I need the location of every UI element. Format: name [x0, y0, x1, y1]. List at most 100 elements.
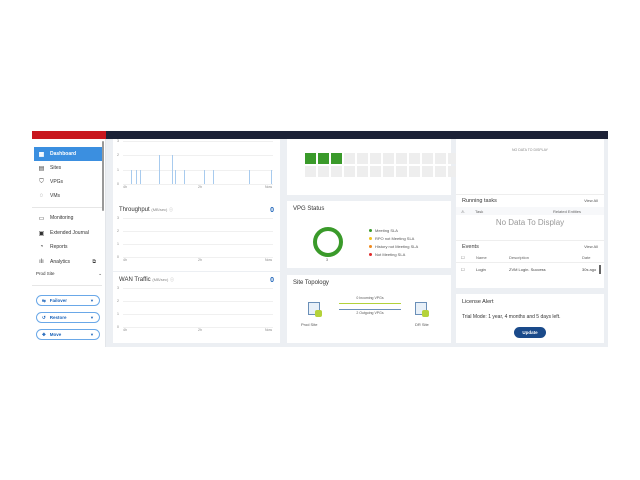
heatmap-cell[interactable] — [396, 166, 407, 177]
heatmap-cell[interactable] — [357, 166, 368, 177]
heatmap-cell[interactable] — [331, 153, 342, 164]
y-tick-label: 2 — [117, 153, 119, 158]
update-button[interactable]: Update — [514, 327, 546, 338]
outgoing-arrow — [339, 309, 401, 310]
sites-icon: ▤ — [38, 165, 45, 172]
gridline — [123, 184, 273, 185]
heatmap-cell[interactable] — [344, 166, 355, 177]
col-description[interactable]: Description — [509, 255, 530, 260]
dashboard-content: 3 2 1 0 4h 2h Now Throughput (MB/sec) ⓘ 0 3 2 1 0… — [106, 139, 608, 347]
chart-bar — [140, 169, 142, 184]
select-all-checkbox[interactable]: ☐ — [461, 255, 465, 260]
y-tick-label: 3 — [117, 139, 119, 143]
heatmap-cell[interactable] — [305, 153, 316, 164]
x-tick-label: Now — [265, 328, 273, 332]
caret-down-icon: ▼ — [90, 298, 94, 303]
prod-site-icon[interactable] — [308, 302, 322, 317]
gridline — [123, 244, 273, 245]
gridline — [123, 314, 273, 315]
legend-meeting-sla: Meeting SLA — [369, 228, 398, 233]
heatmap-cell[interactable] — [331, 166, 342, 177]
move-icon: ✥ — [42, 331, 46, 337]
sidebar-item-dashboard[interactable]: ▦ Dashboard — [34, 147, 102, 161]
vpgs-icon: ⛉ — [39, 178, 44, 185]
sidebar-item-vms[interactable]: ◌ VMs — [39, 193, 60, 199]
wan-title: WAN Traffic — [119, 277, 151, 283]
sidebar: ▦ Dashboard ▤ Sites ⛉ VPGs ◌ VMs ▭ Monitoring… — [32, 139, 106, 347]
throughput-panel: Throughput (MB/sec) ⓘ 0 3 2 1 0 4h 2h Now — [113, 202, 280, 271]
heatmap-cell[interactable] — [318, 153, 329, 164]
throughput-chart: 3 2 1 0 4h 2h Now — [117, 216, 273, 263]
dr-site-label: DR Site — [415, 322, 429, 327]
chart-bar — [172, 155, 174, 184]
site-topology-panel: Site Topology Prod Site 0 Incoming VPGs … — [287, 275, 451, 343]
sidebar-item-extended-journal[interactable]: ▣ Extended Journal — [38, 230, 89, 237]
gridline — [123, 301, 273, 302]
restore-button[interactable]: ↺ Restore ▼ — [36, 312, 100, 323]
wan-unit: (MB/sec) — [152, 277, 169, 282]
sidebar-item-reports[interactable]: ◔ Reports — [39, 244, 68, 250]
col-name[interactable]: Name — [476, 255, 487, 260]
heatmap-cell[interactable] — [370, 153, 381, 164]
monitor-icon: ▭ — [38, 215, 45, 222]
event-date: 30s ago — [582, 267, 597, 272]
move-button[interactable]: ✥ Move ▼ — [36, 329, 100, 340]
heatmap-cell[interactable] — [318, 166, 329, 177]
events-scrollbar[interactable] — [599, 265, 601, 274]
heatmap-cell[interactable] — [422, 166, 433, 177]
vpg-heatmap-panel — [287, 139, 472, 195]
sidebar-scrollbar[interactable] — [102, 141, 104, 211]
chart-bar — [248, 169, 250, 184]
vpg-heatmap — [305, 153, 472, 179]
heatmap-cell[interactable] — [448, 153, 459, 164]
sidebar-item-sites[interactable]: ▤ Sites — [38, 165, 62, 172]
col-task[interactable]: Task — [475, 209, 484, 214]
heatmap-cell[interactable] — [448, 166, 459, 177]
dr-site-icon[interactable] — [415, 302, 429, 317]
heatmap-cell[interactable] — [357, 153, 368, 164]
chart-bar — [271, 169, 272, 184]
col-date[interactable]: Date — [582, 255, 591, 260]
heatmap-cell[interactable] — [396, 153, 407, 164]
prod-site-label: Prod Site — [301, 322, 318, 327]
heatmap-cell[interactable] — [435, 166, 446, 177]
incoming-arrow — [339, 303, 401, 304]
analytics-icon: ılı — [39, 259, 44, 265]
running-tasks-view-all[interactable]: View All — [584, 198, 598, 203]
legend-not-meeting: Not Meeting SLA — [369, 252, 405, 257]
info-icon[interactable]: ⓘ — [170, 277, 175, 282]
y-tick-label: 3 — [117, 216, 119, 220]
heatmap-cell[interactable] — [305, 166, 316, 177]
sidebar-item-analytics[interactable]: ılı Analytics ⧉ — [39, 259, 96, 265]
events-title: Events — [462, 244, 479, 250]
heatmap-cell[interactable] — [370, 166, 381, 177]
heatmap-cell[interactable] — [383, 153, 394, 164]
heatmap-cell[interactable] — [435, 153, 446, 164]
wan-chart: 3 2 1 0 4h 2h Now — [117, 286, 273, 333]
sidebar-item-monitoring[interactable]: ▭ Monitoring — [38, 215, 74, 222]
y-tick-label: 0 — [117, 325, 119, 329]
events-view-all[interactable]: View All — [584, 244, 598, 249]
event-name: Login — [476, 267, 486, 272]
iops-chart: 3 2 1 0 4h 2h Now — [117, 139, 273, 190]
col-related-entities[interactable]: Related Entities — [553, 209, 582, 214]
heatmap-cell[interactable] — [422, 153, 433, 164]
info-icon[interactable]: ⓘ — [169, 207, 174, 212]
site-selector[interactable]: Prod Site ⌄ — [36, 271, 102, 276]
heatmap-cell[interactable] — [409, 153, 420, 164]
gridline — [123, 218, 273, 219]
heatmap-cell[interactable] — [383, 166, 394, 177]
heatmap-cell[interactable] — [344, 153, 355, 164]
heatmap-cell[interactable] — [409, 166, 420, 177]
vpg-donut[interactable] — [313, 227, 343, 257]
x-tick-label: Now — [265, 185, 273, 189]
chart-bar — [135, 169, 137, 184]
top-bar — [106, 131, 608, 139]
incoming-vpgs: 0 Incoming VPGs — [356, 296, 384, 300]
throughput-value: 0 — [270, 207, 274, 214]
sidebar-item-vpgs[interactable]: ⛉ VPGs — [39, 178, 64, 186]
failover-button[interactable]: ⇆ Failover ▼ — [36, 295, 100, 306]
row-checkbox[interactable]: ☐ — [461, 267, 465, 272]
vpg-status-title: VPG Status — [293, 206, 325, 212]
outgoing-vpgs: 2 Outgoing VPGs — [356, 311, 384, 315]
